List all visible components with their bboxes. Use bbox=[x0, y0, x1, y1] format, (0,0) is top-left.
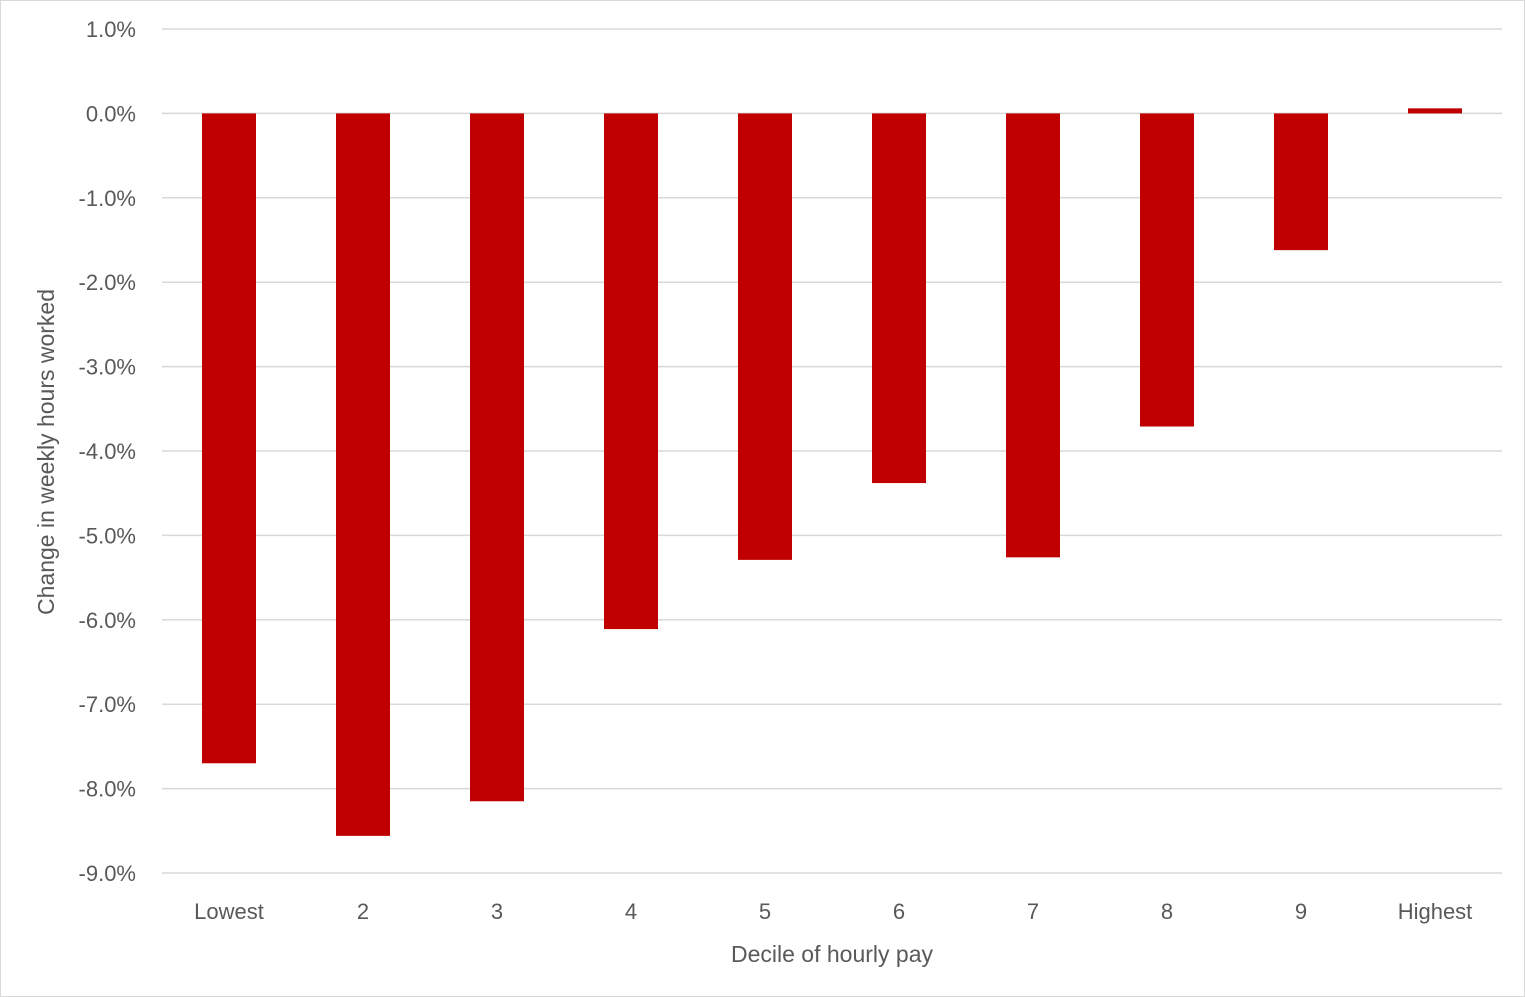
x-tick-label: Highest bbox=[1398, 899, 1473, 924]
y-tick-label: -9.0% bbox=[79, 861, 136, 886]
x-tick-label: 6 bbox=[893, 899, 905, 924]
y-tick-label: -8.0% bbox=[79, 777, 136, 802]
y-tick-label: -4.0% bbox=[79, 439, 136, 464]
y-axis-title: Change in weekly hours worked bbox=[33, 289, 59, 615]
bar-7 bbox=[1006, 113, 1060, 558]
x-axis-tick-labels: Lowest 2 3 4 5 6 7 8 9 Highest bbox=[194, 899, 1472, 924]
x-tick-label: 8 bbox=[1161, 899, 1173, 924]
bar-highest bbox=[1408, 108, 1462, 114]
bar-8 bbox=[1140, 113, 1194, 427]
x-tick-label: 7 bbox=[1027, 899, 1039, 924]
bar-9 bbox=[1274, 113, 1328, 251]
y-tick-label: -3.0% bbox=[79, 355, 136, 380]
x-tick-label: 4 bbox=[625, 899, 637, 924]
bar-6 bbox=[872, 113, 926, 484]
bar-3 bbox=[470, 113, 524, 802]
y-axis-tick-labels: 1.0% 0.0% -1.0% -2.0% -3.0% -4.0% -5.0% -6.0% -7… bbox=[79, 17, 136, 886]
y-tick-label: 1.0% bbox=[86, 17, 136, 42]
x-tick-label: 9 bbox=[1295, 899, 1307, 924]
bar-lowest bbox=[202, 113, 256, 764]
x-axis-title: Decile of hourly pay bbox=[731, 941, 933, 967]
bar-4 bbox=[604, 113, 658, 630]
y-tick-label: -7.0% bbox=[79, 692, 136, 717]
x-tick-label: 3 bbox=[491, 899, 503, 924]
x-tick-label: 5 bbox=[759, 899, 771, 924]
y-tick-label: -6.0% bbox=[79, 608, 136, 633]
y-tick-label: -5.0% bbox=[79, 523, 136, 548]
bars bbox=[202, 108, 1462, 836]
y-tick-label: 0.0% bbox=[86, 101, 136, 126]
x-tick-label: Lowest bbox=[194, 899, 264, 924]
y-tick-label: -2.0% bbox=[79, 270, 136, 295]
bar-2 bbox=[336, 113, 390, 836]
bar-5 bbox=[738, 113, 792, 560]
x-tick-label: 2 bbox=[357, 899, 369, 924]
y-tick-label: -1.0% bbox=[79, 186, 136, 211]
